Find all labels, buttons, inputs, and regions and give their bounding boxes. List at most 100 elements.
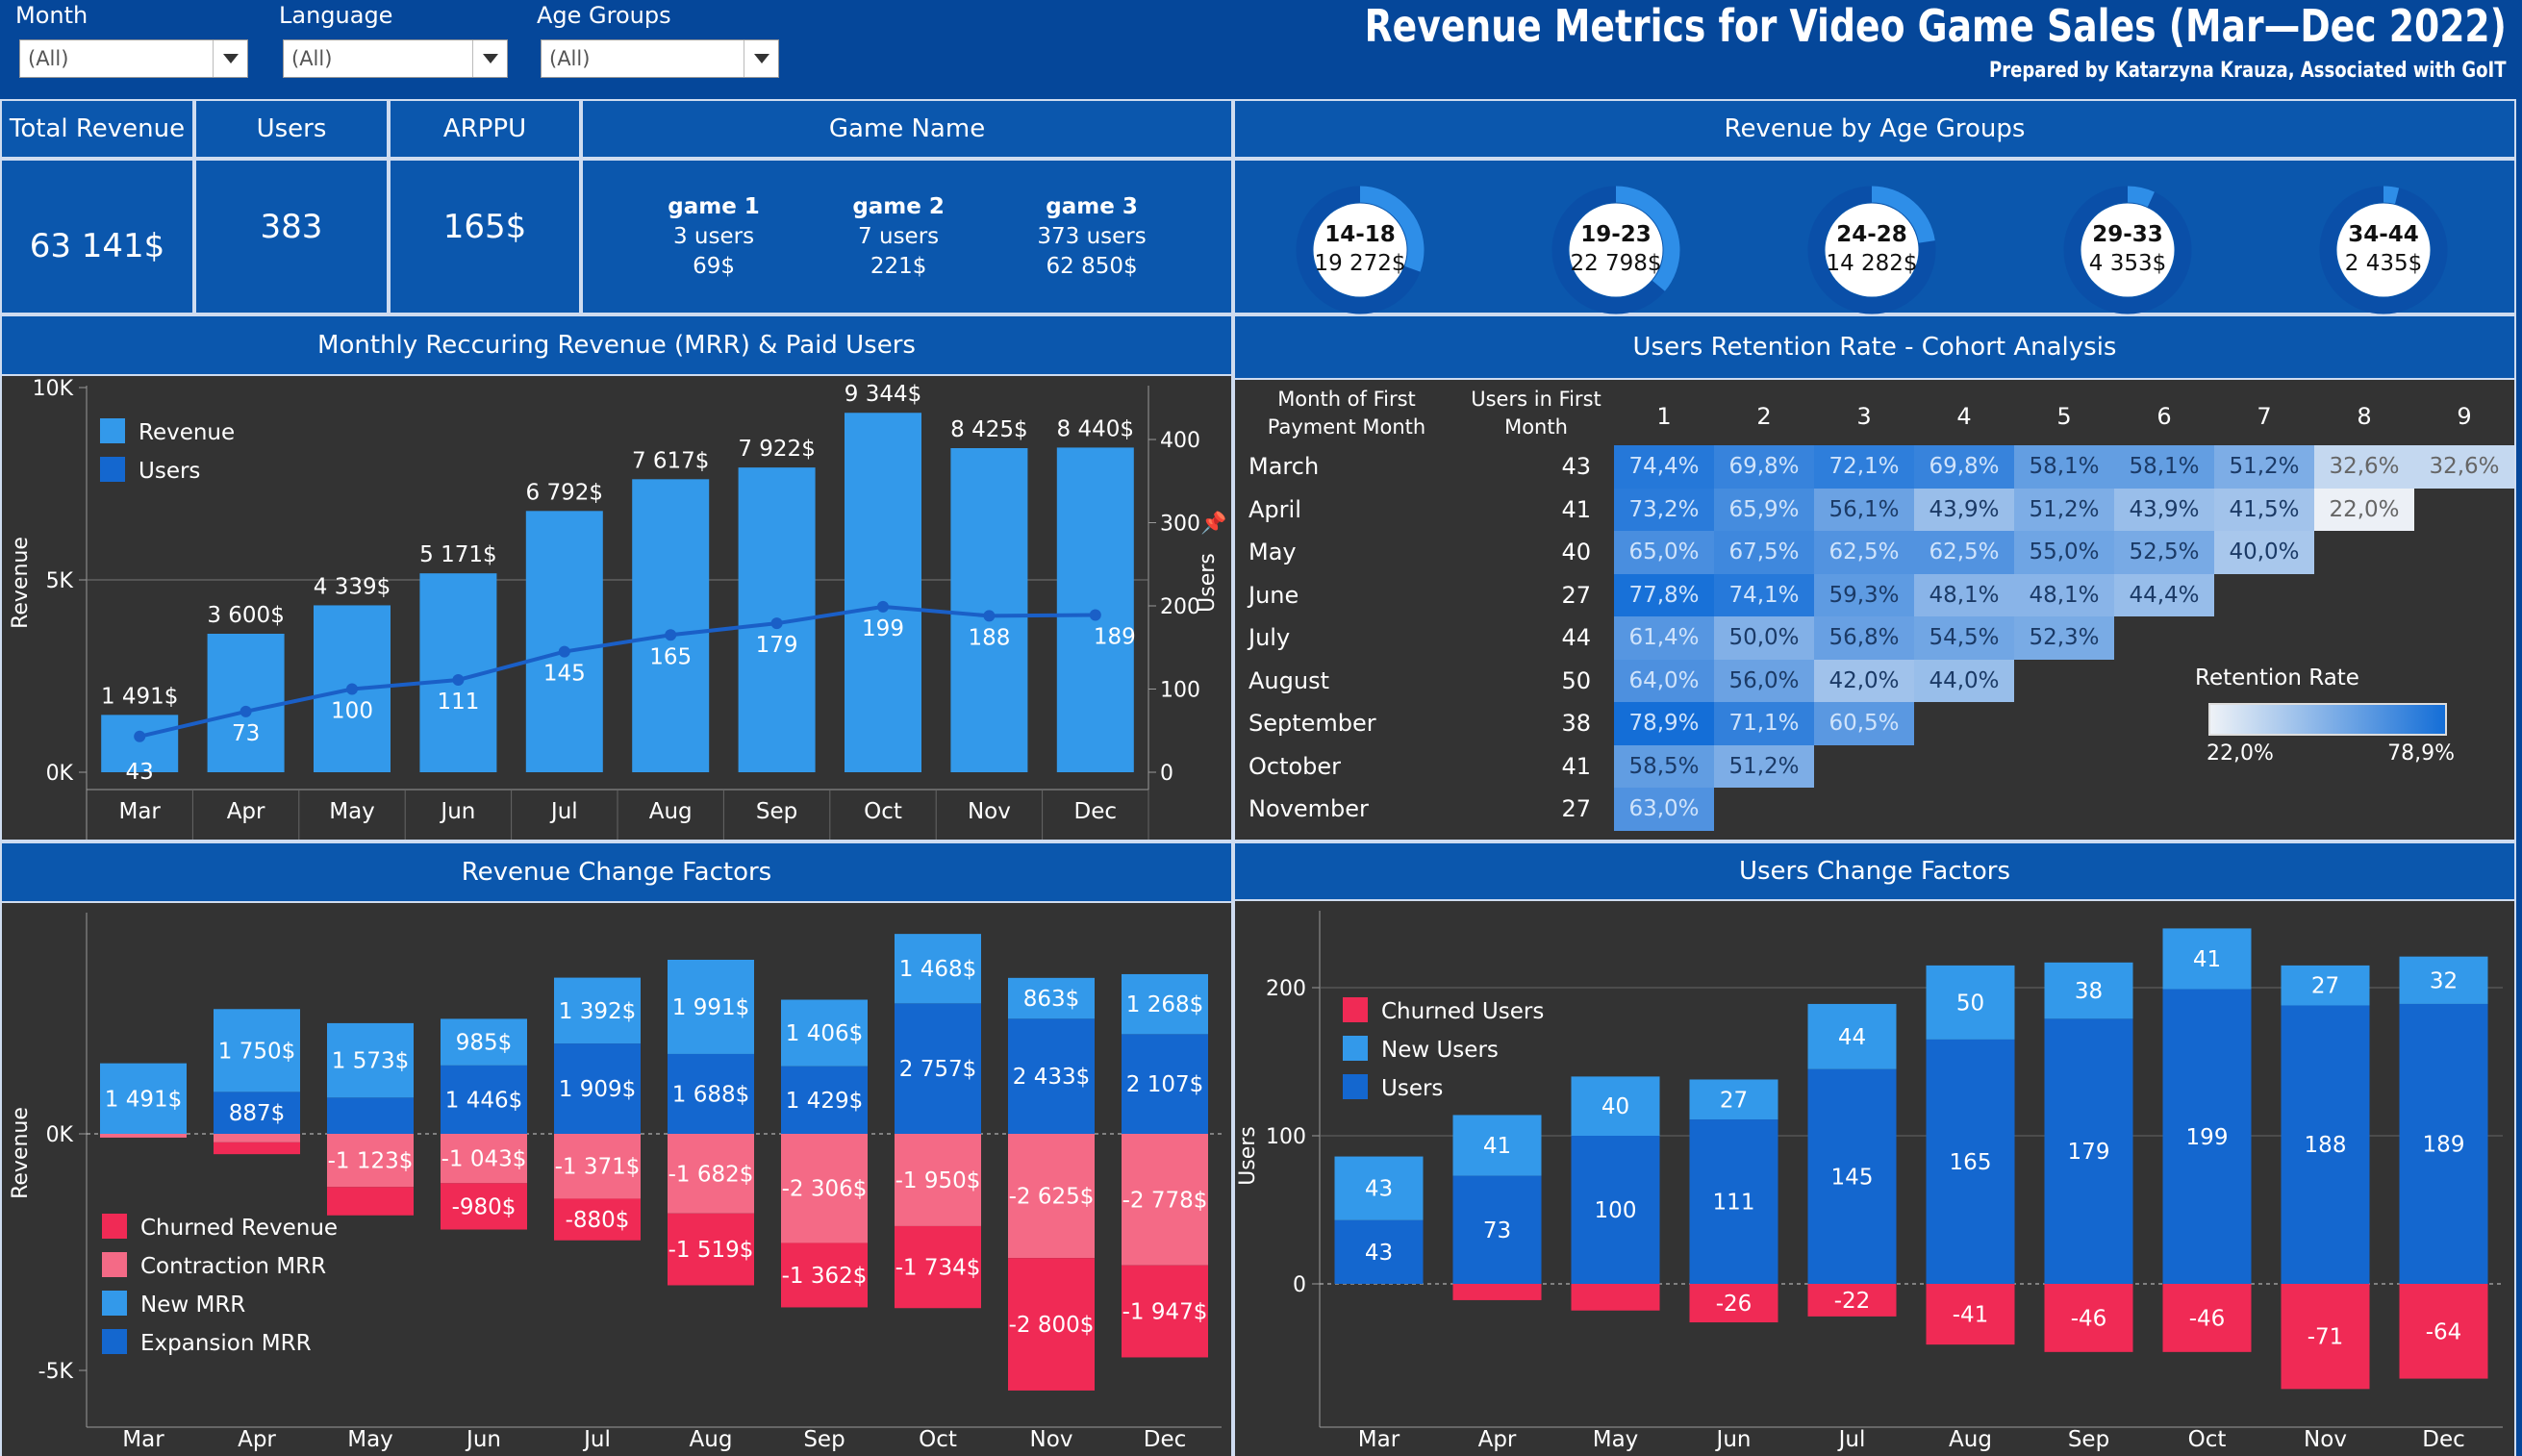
contraction-bar (668, 1134, 754, 1214)
x-tick-label: Jun (1715, 1427, 1752, 1452)
donut-segment (1296, 186, 1425, 314)
chevron-down-icon[interactable] (472, 40, 507, 77)
legend-swatch (102, 1329, 127, 1354)
x-tick-label: Oct (919, 1427, 957, 1452)
dashboard-title: Revenue Metrics for Video Game Sales (Ma… (1364, 0, 2507, 52)
filter-language-dropdown[interactable]: (All) (283, 39, 508, 78)
game-1-name: game 1 (668, 193, 760, 219)
donut-label: 24-28 14 282$ (1804, 220, 1939, 278)
retention-cell: 67,5% (1714, 531, 1814, 574)
game-1: game 1 3 users 69$ (668, 192, 760, 282)
game-2-revenue: 221$ (870, 253, 927, 279)
new-mrr-bar (668, 959, 754, 1054)
kpi-users: 383 (194, 159, 389, 314)
x-tick-label: Mar (118, 799, 161, 824)
x-tick-label: Oct (2188, 1427, 2227, 1452)
users-bar (2399, 1003, 2488, 1284)
churned-users-label: -46 (2071, 1306, 2107, 1331)
revenue-bar (632, 479, 710, 772)
x-tick-label: Oct (864, 799, 902, 824)
users-bar (1689, 1119, 1778, 1284)
x-tick-label: Aug (690, 1427, 733, 1452)
legend-swatch (1343, 997, 1368, 1022)
churned-bar (1008, 1258, 1095, 1391)
period-header: 1 (1656, 403, 1672, 430)
expansion-bar (554, 1043, 641, 1134)
churned-users-bar (2281, 1284, 2370, 1390)
filter-month-dropdown[interactable]: (All) (19, 39, 248, 78)
filter-month-value: (All) (28, 47, 69, 70)
contraction-bar (554, 1134, 641, 1199)
new-mrr-bar (1008, 977, 1095, 1019)
x-tick-label: Aug (1949, 1427, 1992, 1452)
donut-segment (2319, 186, 2448, 314)
retention-cell: 41,5% (2214, 488, 2314, 531)
churned-label: -980$ (452, 1194, 517, 1219)
legend-label: Expansion MRR (140, 1331, 312, 1356)
expansion-bar (668, 1053, 754, 1134)
expansion-label: 1 909$ (559, 1077, 636, 1102)
kpi-total-revenue-header: Total Revenue (0, 99, 194, 159)
filter-age-dropdown[interactable]: (All) (541, 39, 779, 78)
x-tick-label: Apr (227, 799, 265, 824)
col-header-users: Month (1504, 415, 1568, 439)
churned-bar (1122, 1265, 1208, 1358)
users-point (1089, 609, 1101, 621)
users-point (983, 610, 996, 622)
new-mrr-bar (441, 1018, 527, 1066)
retention-cell: 52,5% (2114, 531, 2214, 574)
retention-cell: 72,1% (1814, 445, 1914, 489)
legend-label: Churned Revenue (140, 1216, 338, 1241)
new-users-bar (2044, 962, 2133, 1019)
new-mrr-label: 1 392$ (559, 999, 636, 1024)
expansion-bar (1122, 1034, 1208, 1134)
churned-bar (214, 1142, 300, 1155)
users-point (877, 600, 889, 613)
donut-segment (1807, 186, 1936, 314)
game-2-users: 7 users (858, 223, 940, 249)
cohort-month-label: September (1248, 710, 1376, 737)
new-mrr-label: 1 750$ (218, 1039, 295, 1064)
chevron-down-icon[interactable] (213, 40, 247, 77)
users-label: 43 (1365, 1241, 1393, 1266)
cohort-users-value: 40 (1561, 539, 1591, 565)
chevron-down-icon[interactable] (744, 40, 778, 77)
x-tick-label: Jul (549, 799, 578, 824)
retention-cell: 74,1% (1714, 573, 1814, 616)
users-bar (1571, 1136, 1660, 1284)
churned-bar (895, 1225, 981, 1309)
new-users-bar (1926, 965, 2015, 1040)
contraction-label: -1 950$ (895, 1168, 981, 1193)
retention-cell: 51,2% (2014, 488, 2114, 531)
legend-swatch (1343, 1036, 1368, 1061)
users-line (139, 604, 1096, 739)
x-tick-label: Dec (1144, 1427, 1187, 1452)
new-mrr-label: 1 991$ (672, 995, 749, 1020)
contraction-bar (327, 1134, 414, 1188)
kpi-arppu-header: ARPPU (389, 99, 581, 159)
tick-label: 5K (46, 569, 74, 593)
tick-label: 200 (1266, 977, 1306, 1001)
legend-label: New Users (1381, 1038, 1499, 1063)
retention-cell: 54,5% (1914, 616, 2014, 660)
new-mrr-bar (100, 1063, 187, 1134)
age-group-name: 34-44 (2348, 222, 2419, 247)
x-tick-label: Sep (756, 799, 797, 824)
new-users-label: 41 (1483, 1134, 1511, 1159)
dashboard-subtitle: Prepared by Katarzyna Krauza, Associated… (1989, 59, 2507, 83)
retention-cell: 58,1% (2114, 445, 2214, 489)
retention-cell: 55,0% (2014, 531, 2114, 574)
age-group-revenue: 4 353$ (2088, 251, 2167, 276)
retention-cell: 69,8% (1914, 445, 2014, 489)
pin-icon: 📌 (1200, 510, 1226, 536)
churned-users-label: -22 (1834, 1289, 1871, 1314)
users-label: 179 (2068, 1140, 2110, 1165)
revenue-bar-label: 3 600$ (207, 603, 284, 628)
retention-cell: 58,5% (1614, 744, 1714, 788)
expansion-label: 1 446$ (445, 1088, 522, 1113)
legend-label: Churned Users (1381, 999, 1544, 1024)
revenue-bar-label: 1 491$ (101, 684, 178, 709)
users-label: 188 (2305, 1133, 2347, 1158)
x-tick-label: Apr (1478, 1427, 1517, 1452)
retention-cell: 64,0% (1614, 659, 1714, 702)
